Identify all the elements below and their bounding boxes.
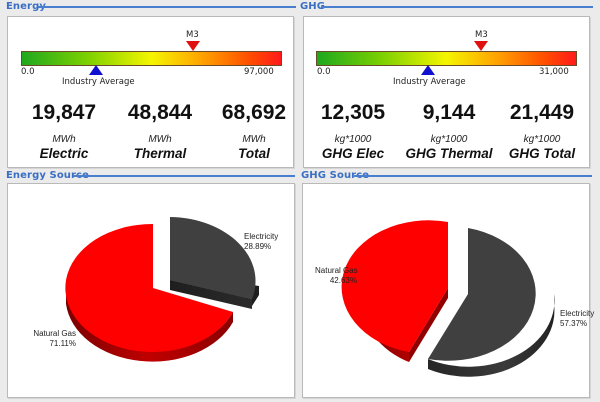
ghg-source-section-divider [354,175,592,177]
ghg-gauge-min: 0.0 [317,67,331,77]
pie-label-name: Electricity [560,309,595,318]
ghg-gauge-m3-label: M3 [475,30,488,40]
metric-value: 21,449 [509,101,575,124]
energy-metric-total: 68,692 MWh Total [209,100,299,162]
metric-value: 48,844 [127,101,193,124]
ghg-gauge-bar [316,51,577,66]
energy-section-title: Energy [6,1,47,12]
ghg-gauge-industry-label: Industry Average [393,77,466,87]
metric-unit: MWh [52,134,76,145]
metric-unit: kg*1000 [334,134,372,145]
ghg-metric-thermal: 9,144 kg*1000 GHG Thermal [404,100,494,162]
metric-label: GHG Total [508,146,576,161]
energy-source-section-title: Energy Source [6,170,90,181]
metric-unit: MWh [242,134,266,145]
energy-gauge-min: 0.0 [21,67,35,77]
ghg-section-divider [321,6,593,8]
ghg-source-pie-chart [341,220,555,377]
ghg-pie-label-natural-gas: Natural Gas 42.63% [315,266,358,286]
energy-pie-label-electricity: Electricity 28.89% [244,232,278,252]
energy-gauge-max: 97,000 [244,67,274,77]
metric-label: GHG Thermal [405,146,493,161]
energy-summary-panel: M3 0.0 97,000 Industry Average 19,847 MW… [7,16,294,168]
metric-value: 19,847 [31,101,97,124]
energy-section-divider [38,6,296,8]
energy-source-panel: Electricity 28.89% Natural Gas 71.11% [7,183,295,398]
pie-slice-natural-gas[interactable] [341,220,448,352]
ghg-pie-label-electricity: Electricity 57.37% [560,309,594,329]
pie-slice-electricity-side [428,294,555,377]
pie-slice-electricity-side-front [170,280,252,309]
pie-label-pct: 57.37% [560,319,588,328]
energy-gauge-m3-label: M3 [186,30,199,40]
ghg-metric-total: 21,449 kg*1000 GHG Total [497,100,587,162]
pie-label-name: Electricity [244,232,279,241]
metric-label: GHG Elec [321,146,385,161]
ghg-gauge-industry-marker-icon [421,65,435,75]
metric-label: Electric [39,146,89,161]
ghg-summary-panel: M3 0.0 31,000 Industry Average 12,305 kg… [303,16,590,168]
ghg-metric-elec: 12,305 kg*1000 GHG Elec [308,100,398,162]
metric-label: Total [238,146,270,161]
energy-metric-thermal: 48,844 MWh Thermal [115,100,205,162]
metric-value: 68,692 [221,101,287,124]
ghg-gauge-m3-marker-icon [474,41,488,51]
metric-value: 9,144 [422,101,476,124]
metric-label: Thermal [133,146,187,161]
energy-gauge-industry-marker-icon [89,65,103,75]
metric-value: 12,305 [320,101,386,124]
metric-unit: MWh [148,134,172,145]
pie-slice-natural-gas-side [66,294,233,362]
pie-label-name: Natural Gas [33,329,76,338]
pie-label-pct: 42.63% [329,276,357,285]
energy-gauge-bar [21,51,282,66]
pie-slice-electricity[interactable] [170,217,256,299]
ghg-gauge-max: 31,000 [539,67,569,77]
ghg-section-title: GHG [300,1,327,12]
pie-slice-natural-gas-side-cut [409,288,448,362]
energy-source-pie-chart [65,217,259,362]
pie-label-pct: 71.11% [49,339,76,348]
energy-pie-label-natural-gas: Natural Gas 71.11% [33,329,76,349]
metric-unit: kg*1000 [523,134,561,145]
pie-slice-natural-gas[interactable] [65,223,233,352]
metric-unit: kg*1000 [430,134,468,145]
pie-label-name: Natural Gas [315,266,358,275]
pie-slice-electricity[interactable] [428,228,536,361]
energy-gauge-industry-label: Industry Average [62,77,135,87]
ghg-source-section-title: GHG Source [301,170,371,181]
energy-source-section-divider [73,175,295,177]
energy-metric-electric: 19,847 MWh Electric [19,100,109,162]
energy-gauge-m3-marker-icon [186,41,200,51]
ghg-source-panel: Natural Gas 42.63% Electricity 57.37% [302,183,594,398]
pie-label-pct: 28.89% [244,242,272,251]
